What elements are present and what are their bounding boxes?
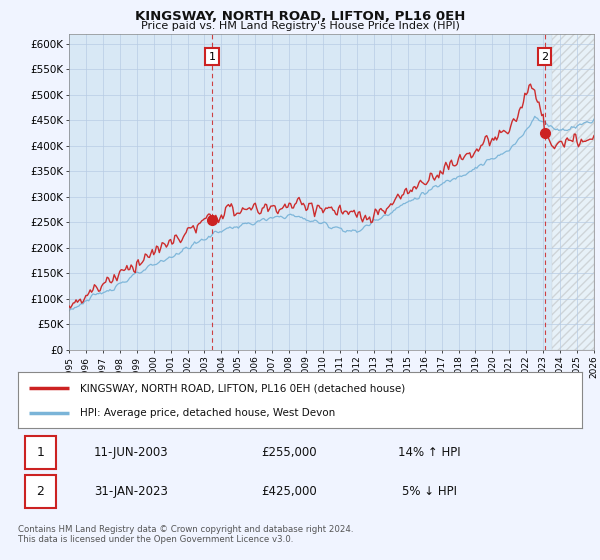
Text: 14% ↑ HPI: 14% ↑ HPI [398, 446, 461, 459]
Text: £255,000: £255,000 [261, 446, 317, 459]
Text: 1: 1 [37, 446, 44, 459]
Text: Contains HM Land Registry data © Crown copyright and database right 2024.
This d: Contains HM Land Registry data © Crown c… [18, 525, 353, 544]
Text: HPI: Average price, detached house, West Devon: HPI: Average price, detached house, West… [80, 408, 335, 418]
Text: 2: 2 [541, 52, 548, 62]
Text: KINGSWAY, NORTH ROAD, LIFTON, PL16 0EH: KINGSWAY, NORTH ROAD, LIFTON, PL16 0EH [135, 10, 465, 23]
FancyBboxPatch shape [25, 436, 56, 469]
Text: 31-JAN-2023: 31-JAN-2023 [94, 486, 168, 498]
Text: 11-JUN-2003: 11-JUN-2003 [94, 446, 168, 459]
Text: £425,000: £425,000 [261, 486, 317, 498]
Text: 1: 1 [208, 52, 215, 62]
Text: KINGSWAY, NORTH ROAD, LIFTON, PL16 0EH (detached house): KINGSWAY, NORTH ROAD, LIFTON, PL16 0EH (… [80, 383, 405, 393]
Text: 5% ↓ HPI: 5% ↓ HPI [402, 486, 457, 498]
Text: 2: 2 [37, 486, 44, 498]
FancyBboxPatch shape [25, 475, 56, 508]
Text: Price paid vs. HM Land Registry's House Price Index (HPI): Price paid vs. HM Land Registry's House … [140, 21, 460, 31]
